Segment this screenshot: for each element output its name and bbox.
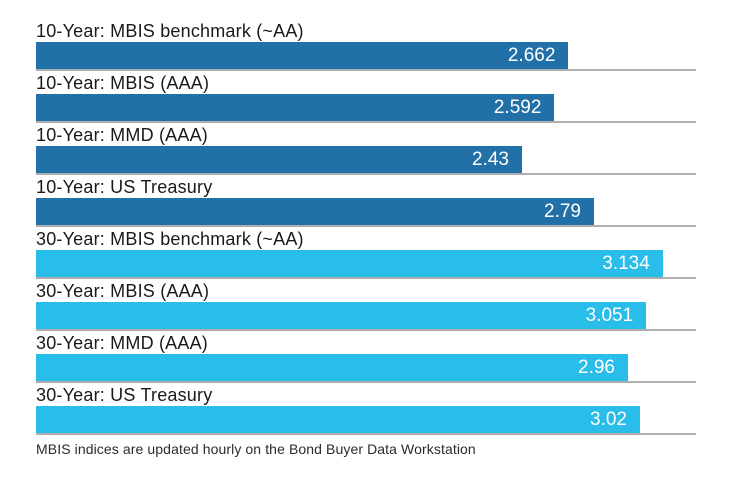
bar: 3.02	[36, 406, 640, 433]
yield-bar-chart: 10-Year: MBIS benchmark (~AA) 2.662 10-Y…	[36, 21, 696, 457]
bar: 2.662	[36, 42, 569, 69]
bar-value-label: 2.43	[472, 149, 509, 170]
bar-row: 30-Year: MBIS (AAA) 3.051	[36, 281, 696, 331]
bar: 2.79	[36, 198, 594, 225]
bar-track-with-baseline: 3.051	[36, 302, 696, 331]
bar-value-label: 2.96	[578, 357, 615, 378]
bar-track-with-baseline: 3.134	[36, 250, 696, 279]
bar-row: 30-Year: US Treasury 3.02	[36, 385, 696, 435]
bar-row: 10-Year: MBIS benchmark (~AA) 2.662	[36, 21, 696, 71]
bar-category-label: 30-Year: US Treasury	[36, 385, 213, 405]
bar-category-label: 10-Year: MMD (AAA)	[36, 125, 208, 145]
bar-value-label: 2.662	[507, 45, 556, 66]
bar-category-label: 30-Year: MMD (AAA)	[36, 333, 208, 353]
bar-rows-container: 10-Year: MBIS benchmark (~AA) 2.662 10-Y…	[36, 21, 696, 435]
bar-track-with-baseline: 2.592	[36, 94, 696, 123]
bar-row: 10-Year: US Treasury 2.79	[36, 177, 696, 227]
bar-row: 10-Year: MBIS (AAA) 2.592	[36, 73, 696, 123]
bar-value-label: 2.592	[493, 97, 542, 118]
bar-track-with-baseline: 2.43	[36, 146, 696, 175]
bar-track-with-baseline: 2.662	[36, 42, 696, 71]
bar-value-label: 3.051	[585, 305, 634, 326]
bar-track-with-baseline: 3.02	[36, 406, 696, 435]
bar-category-label: 10-Year: US Treasury	[36, 177, 213, 197]
bar-value-label: 2.79	[544, 201, 581, 222]
bar-value-label: 3.134	[602, 253, 650, 274]
bar-track-with-baseline: 2.96	[36, 354, 696, 383]
bar-category-label: 30-Year: MBIS benchmark (~AA)	[36, 229, 304, 249]
bar-row: 30-Year: MMD (AAA) 2.96	[36, 333, 696, 383]
bar-row: 10-Year: MMD (AAA) 2.43	[36, 125, 696, 175]
bar: 2.43	[36, 146, 522, 173]
bar-value-label: 3.02	[590, 409, 627, 430]
bar-row: 30-Year: MBIS benchmark (~AA) 3.134	[36, 229, 696, 279]
bar-category-label: 10-Year: MBIS benchmark (~AA)	[36, 21, 304, 41]
bar: 3.051	[36, 302, 647, 329]
chart-footnote: MBIS indices are updated hourly on the B…	[36, 441, 476, 457]
bar-category-label: 30-Year: MBIS (AAA)	[36, 281, 210, 301]
bar: 3.134	[36, 250, 663, 277]
bar: 2.592	[36, 94, 555, 121]
bar: 2.96	[36, 354, 628, 381]
bar-category-label: 10-Year: MBIS (AAA)	[36, 73, 210, 93]
bar-track-with-baseline: 2.79	[36, 198, 696, 227]
